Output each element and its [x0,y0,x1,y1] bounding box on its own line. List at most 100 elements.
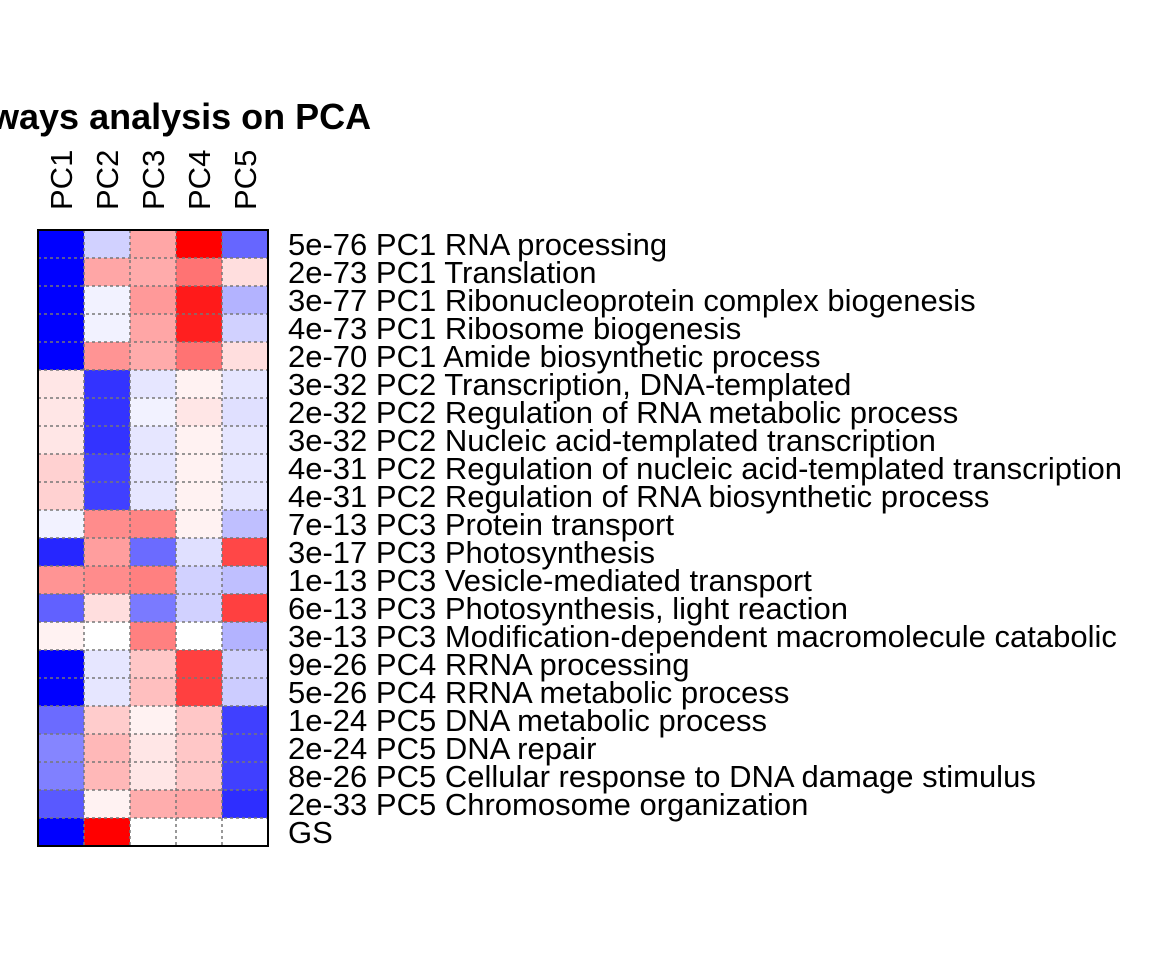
heatmap-cell [176,370,222,398]
heatmap-cell [38,314,84,342]
heatmap-cell [38,342,84,370]
heatmap-cell [38,622,84,650]
row-label: 2e-70 PC1 Amide biosynthetic process [288,339,820,374]
heatmap-cell [38,398,84,426]
heatmap-cell [222,342,268,370]
heatmap-cell [176,314,222,342]
heatmap-cell [84,594,130,622]
heatmap-cell [84,566,130,594]
heatmap-cell [84,762,130,790]
row-label: 3e-32 PC2 Transcription, DNA-templated [288,367,851,402]
heatmap-cell [222,482,268,510]
column-labels: PC1 PC2 PC3 PC4 PC5 [44,150,263,210]
heatmap-cell [130,678,176,706]
heatmap-cell [130,286,176,314]
heatmap-cell [130,230,176,258]
row-label: 3e-13 PC3 Modification-dependent macromo… [288,619,1117,654]
heatmap-cell [130,734,176,762]
heatmap-cell [130,510,176,538]
column-label: PC1 [44,150,79,210]
heatmap-cell [176,678,222,706]
heatmap-cell [38,818,84,846]
heatmap-cell [38,734,84,762]
heatmap-cell [222,454,268,482]
heatmap-cell [38,706,84,734]
heatmap-cells [38,230,268,846]
heatmap-cell [84,258,130,286]
heatmap-cell [222,538,268,566]
heatmap-cell [222,818,268,846]
heatmap-cell [222,510,268,538]
heatmap-cell [176,790,222,818]
row-label: 5e-76 PC1 RNA processing [288,227,667,262]
row-label: 2e-24 PC5 DNA repair [288,731,596,766]
heatmap-cell [176,398,222,426]
column-label: PC4 [182,150,217,210]
heatmap-cell [84,678,130,706]
heatmap-cell [130,482,176,510]
heatmap-cell [84,482,130,510]
row-label: GS [288,815,333,850]
heatmap-cell [222,426,268,454]
heatmap-cell [130,454,176,482]
heatmap-cell [84,790,130,818]
heatmap-cell [38,650,84,678]
column-label: PC3 [136,150,171,210]
heatmap-cell [222,230,268,258]
heatmap-cell [130,258,176,286]
column-label: PC2 [90,150,125,210]
heatmap-frame [37,229,269,847]
heatmap-cell [176,706,222,734]
heatmap-cell [176,426,222,454]
heatmap-cell [38,454,84,482]
heatmap-cell [176,482,222,510]
heatmap-cell [176,622,222,650]
heatmap-cell [38,426,84,454]
heatmap-cell [84,734,130,762]
heatmap-cell [130,622,176,650]
row-label: 4e-31 PC2 Regulation of RNA biosynthetic… [288,479,989,514]
heatmap-cell [130,342,176,370]
heatmap-cell [84,454,130,482]
heatmap-cell [38,678,84,706]
row-label: 9e-26 PC4 RRNA processing [288,647,689,682]
heatmap-cell [130,762,176,790]
heatmap-cell [176,594,222,622]
heatmap-cell [38,538,84,566]
heatmap-cell [222,734,268,762]
row-label: 3e-32 PC2 Nucleic acid-templated transcr… [288,423,936,458]
heatmap-cell [38,258,84,286]
heatmap-cell [176,230,222,258]
heatmap-cell [222,370,268,398]
heatmap-cell [84,538,130,566]
heatmap-cell [38,762,84,790]
heatmap-cell [176,818,222,846]
heatmap-cell [222,706,268,734]
heatmap-cell [176,650,222,678]
heatmap-cell [130,566,176,594]
heatmap-cell [130,790,176,818]
row-label: 2e-32 PC2 Regulation of RNA metabolic pr… [288,395,958,430]
row-label: 3e-77 PC1 Ribonucleoprotein complex biog… [288,283,976,318]
column-label: PC5 [228,150,263,210]
row-label: 3e-17 PC3 Photosynthesis [288,535,655,570]
heatmap-cell [84,370,130,398]
heatmap-cell [222,678,268,706]
heatmap-cell [84,622,130,650]
heatmap-cell [84,314,130,342]
heatmap-cell [130,314,176,342]
row-label: 1e-24 PC5 DNA metabolic process [288,703,767,738]
row-label: 4e-31 PC2 Regulation of nucleic acid-tem… [288,451,1122,486]
heatmap-cell [222,650,268,678]
heatmap-cell [38,482,84,510]
heatmap-cell [176,258,222,286]
heatmap-cell [84,818,130,846]
heatmap-cell [222,790,268,818]
heatmap-cell [176,286,222,314]
heatmap-cell [176,454,222,482]
heatmap-cell [130,706,176,734]
heatmap-cell [130,370,176,398]
heatmap-cell [38,790,84,818]
